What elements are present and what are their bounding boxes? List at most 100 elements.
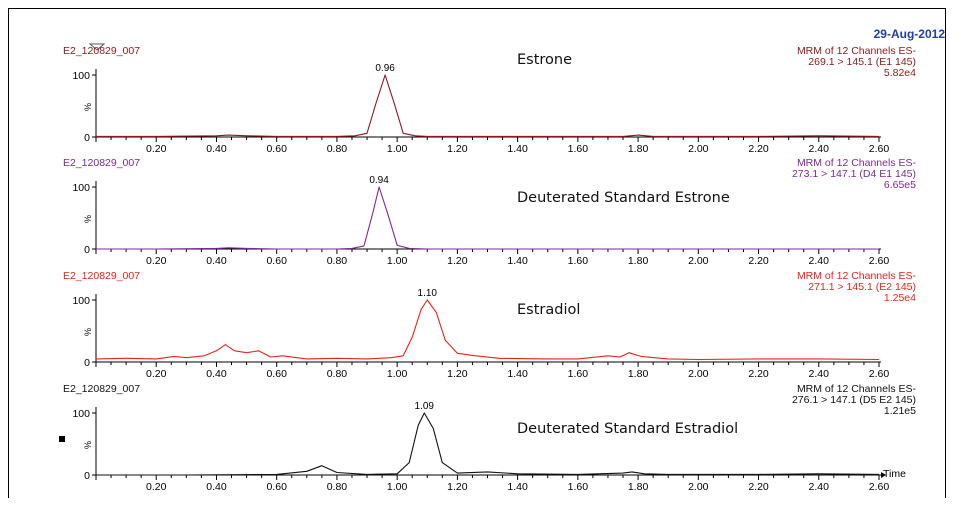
channel-line: 1.21e5 [883, 405, 916, 417]
y-tick-label: 0 [84, 357, 90, 369]
x-tick-label: 1.20 [447, 143, 468, 155]
y-tick-label: 100 [72, 295, 90, 307]
triangle-marker [88, 43, 106, 51]
x-tick-label: 0.20 [146, 368, 167, 380]
y-tick-label: 100 [72, 70, 90, 82]
x-tick-label: 2.20 [748, 368, 769, 380]
x-tick-label: 2.00 [688, 255, 709, 267]
x-axis-arrow [881, 472, 886, 478]
x-tick-label: 1.40 [507, 255, 528, 267]
x-tick-label: 1.00 [387, 143, 408, 155]
channel-info-estrone: MRM of 12 Channels ES- 269.1 > 145.1 (E1… [797, 46, 916, 79]
y-axis-label: % [83, 328, 93, 336]
compound-label-d4-estrone: Deuterated Standard Estrone [517, 190, 730, 206]
x-tick-label: 1.80 [628, 481, 649, 493]
channel-line: 5.82e4 [883, 67, 916, 79]
y-axis-label: % [83, 103, 93, 111]
x-tick-label: 1.40 [507, 368, 528, 380]
x-tick-label: 2.20 [748, 143, 769, 155]
channel-line: 269.1 > 145.1 (E1 145) [808, 56, 916, 68]
x-tick-label: 1.80 [628, 255, 649, 267]
x-tick-label: 2.00 [688, 143, 709, 155]
x-tick-label: 1.80 [628, 143, 649, 155]
chart-frame [8, 8, 946, 498]
peak-label: 1.10 [418, 288, 438, 299]
x-axis-title: Time [883, 468, 906, 480]
x-tick-label: 1.20 [447, 255, 468, 267]
x-tick-label: 2.60 [869, 368, 890, 380]
x-tick-label: 0.20 [146, 255, 167, 267]
x-tick-label: 0.40 [206, 255, 227, 267]
x-tick-label: 2.00 [688, 481, 709, 493]
x-tick-label: 0.80 [327, 481, 348, 493]
chromatogram-trace [95, 299, 880, 361]
compound-label-estradiol: Estradiol [517, 302, 581, 318]
x-tick-label: 1.00 [387, 368, 408, 380]
y-axis-label: % [83, 441, 93, 449]
channel-info-d4-estrone: MRM of 12 Channels ES- 273.1 > 147.1 (D4… [792, 158, 916, 191]
x-tick-label: 0.60 [266, 368, 287, 380]
x-tick-label: 2.40 [809, 368, 830, 380]
channel-line: 276.1 > 147.1 (D5 E2 145) [791, 394, 916, 406]
channel-line: MRM of 12 Channels ES- [796, 45, 916, 57]
channel-line: MRM of 12 Channels ES- [796, 270, 916, 282]
x-tick-label: 0.40 [206, 481, 227, 493]
x-tick-label: 1.60 [568, 368, 589, 380]
sample-name-estrone: E2_120829_007 [63, 45, 141, 57]
y-tick-label: 0 [84, 244, 90, 256]
y-axis-label: % [83, 215, 93, 223]
peak-label: 0.94 [369, 175, 389, 186]
x-tick-label: 1.60 [568, 481, 589, 493]
x-tick-label: 1.20 [447, 368, 468, 380]
y-tick-label: 100 [72, 408, 90, 420]
x-tick-label: 2.40 [809, 255, 830, 267]
x-tick-label: 1.80 [628, 368, 649, 380]
legend-marker [59, 436, 65, 442]
sample-name-d4-estrone: E2_120829_007 [63, 157, 141, 169]
channel-info-d5-estradiol: MRM of 12 Channels ES- 276.1 > 147.1 (D5… [792, 384, 916, 417]
x-tick-label: 2.40 [809, 481, 830, 493]
x-tick-label: 2.60 [869, 481, 890, 493]
x-tick-label: 1.40 [507, 481, 528, 493]
x-tick-label: 0.40 [206, 368, 227, 380]
channel-line: 1.25e4 [883, 292, 916, 304]
x-tick-label: 0.40 [206, 143, 227, 155]
peak-label: 0.96 [375, 63, 395, 74]
x-tick-label: 2.20 [748, 481, 769, 493]
x-tick-label: 1.60 [568, 255, 589, 267]
channel-line: MRM of 12 Channels ES- [796, 383, 916, 395]
x-tick-label: 0.80 [327, 143, 348, 155]
x-tick-label: 1.60 [568, 143, 589, 155]
x-tick-label: 0.60 [266, 255, 287, 267]
x-tick-label: 0.80 [327, 368, 348, 380]
x-tick-label: 2.60 [869, 143, 890, 155]
chromatogram-trace [96, 74, 880, 137]
x-tick-label: 0.60 [266, 143, 287, 155]
x-tick-label: 2.20 [748, 255, 769, 267]
acquisition-date: 29-Aug-2012 [873, 27, 945, 41]
x-tick-label: 2.00 [688, 368, 709, 380]
x-tick-label: 2.60 [869, 255, 890, 267]
y-tick-label: 100 [72, 182, 90, 194]
x-tick-label: 2.40 [809, 143, 830, 155]
peak-label: 1.09 [415, 401, 435, 412]
chromatogram-trace [96, 412, 880, 476]
x-tick-label: 1.00 [387, 255, 408, 267]
y-tick-label: 0 [84, 470, 90, 482]
x-tick-label: 1.00 [387, 481, 408, 493]
compound-label-d5-estradiol: Deuterated Standard Estradiol [517, 421, 739, 437]
channel-line: MRM of 12 Channels ES- [796, 157, 916, 169]
channel-line: 273.1 > 147.1 (D4 E1 145) [791, 168, 916, 180]
x-tick-label: 0.80 [327, 255, 348, 267]
compound-label-estrone: Estrone [517, 52, 573, 68]
x-tick-label: 0.20 [146, 143, 167, 155]
x-tick-label: 1.40 [507, 143, 528, 155]
sample-name-estradiol: E2_120829_007 [63, 270, 141, 282]
channel-line: 271.1 > 145.1 (E2 145) [808, 281, 916, 293]
sample-name-d5-estradiol: E2_120829_007 [63, 383, 141, 395]
x-tick-label: 1.20 [447, 481, 468, 493]
channel-info-estradiol: MRM of 12 Channels ES- 271.1 > 145.1 (E2… [797, 271, 916, 304]
x-tick-label: 0.60 [266, 481, 287, 493]
chromatogram-trace [96, 186, 879, 250]
